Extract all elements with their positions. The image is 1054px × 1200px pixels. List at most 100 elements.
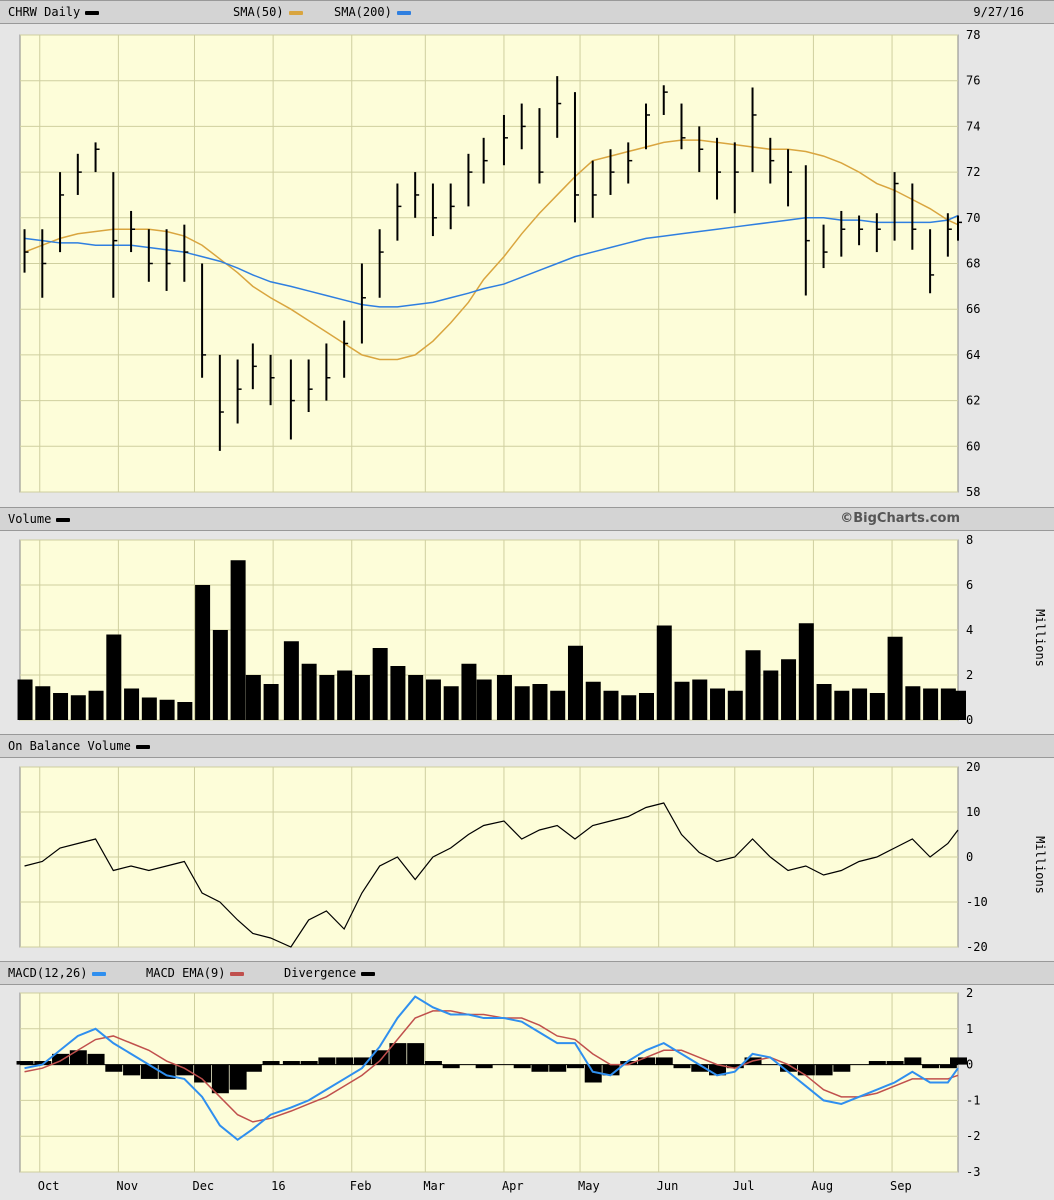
volume-bar [337,670,353,720]
divergence-bar [833,1064,851,1072]
y-tick-label: -20 [966,940,988,954]
divergence-bar [673,1064,691,1069]
y-tick-label: 66 [966,302,980,316]
macd-ema-legend: MACD EMA(9) [146,966,245,980]
volume-bar [141,697,157,720]
volume-bar [603,690,619,720]
divergence-bar [691,1064,709,1072]
volume-bar [17,679,33,720]
divergence-bar [549,1064,567,1072]
divergence-bar [939,1064,957,1069]
y-tick-label: 6 [966,578,973,592]
y-tick-label: 72 [966,165,980,179]
volume-bar [443,686,459,720]
divergence-bar [194,1064,212,1083]
symbol-legend: CHRW Daily [8,5,100,19]
y-tick-label: 60 [966,439,980,453]
divergence-bar [584,1064,602,1083]
divergence-bar [105,1064,123,1072]
volume-bar [692,679,708,720]
volume-bar [408,675,424,720]
volume-bar [159,699,175,720]
volume-bar [354,675,370,720]
symbol-label: CHRW Daily [8,5,81,19]
volume-bar [781,659,797,720]
divergence-bar [815,1064,833,1076]
plot-area-macd-12-26- [19,992,959,1173]
volume-bar [390,666,406,720]
y-tick-label: 0 [966,850,973,864]
y-tick-label: 62 [966,394,980,408]
volume-bar [496,675,512,720]
y-tick-label: 74 [966,119,980,133]
x-tick-label: Dec [192,1179,214,1193]
divergence-bar [442,1064,460,1069]
volume-label: Volume [8,512,52,526]
volume-bar [834,690,850,720]
volume-bar [869,693,885,720]
x-tick-label: Feb [350,1179,372,1193]
divergence-bar [336,1057,354,1065]
y-axis-unit-label: Millions [1033,609,1047,667]
volume-bar [53,693,69,720]
price-swatch [85,10,100,15]
y-tick-label: -10 [966,895,988,909]
volume-bar [212,630,228,720]
x-tick-label: Sep [890,1179,912,1193]
volume-bar [177,702,193,720]
divergence-bar [34,1061,52,1065]
volume-bar [550,690,566,720]
volume-bar [372,648,388,720]
volume-swatch [56,517,71,522]
macd-legend: MACD(12,26) [8,966,107,980]
divergence-bar [886,1061,904,1065]
volume-bar [852,688,868,720]
sma50-label: SMA(50) [233,5,284,19]
x-tick-label: May [578,1179,600,1193]
macd-swatch [92,971,107,976]
divergence-bar [69,1050,87,1065]
divergence-bar [620,1061,638,1065]
y-tick-label: 0 [966,713,973,727]
volume-bar [124,688,140,720]
volume-bar [816,684,832,720]
macd-ema-label: MACD EMA(9) [146,966,226,980]
divergence-bar [709,1064,727,1076]
macd-ema-swatch [230,971,245,976]
y-tick-label: 0 [966,1058,973,1072]
divergence-bar [566,1064,584,1069]
volume-bar [245,675,261,720]
divergence-bar [797,1064,815,1076]
price-panel-header: CHRW Daily SMA(50) SMA(200) 9/27/16 [0,0,1054,24]
volume-bar [195,585,211,720]
sma200-swatch [396,10,411,15]
sma200-label: SMA(200) [334,5,392,19]
x-tick-label: 16 [271,1179,285,1193]
copyright: ©BigCharts.com [840,511,960,526]
volume-bar [532,684,548,720]
y-tick-label: 4 [966,623,973,637]
obv-swatch [135,744,150,749]
volume-bar [514,686,530,720]
volume-bar [283,641,299,720]
y-tick-label: 76 [966,74,980,88]
volume-bar [639,693,654,720]
divergence-bar [389,1043,407,1065]
y-axis-unit-label: Millions [1033,836,1047,894]
divergence-bar [353,1057,371,1065]
obv-panel-header: On Balance Volume [0,734,1054,758]
divergence-bar [229,1064,247,1090]
x-tick-label: Apr [502,1179,524,1193]
divergence-bar [140,1064,158,1079]
divergence-bar [300,1061,318,1065]
volume-bar [745,650,761,720]
volume-bar [585,681,601,720]
divergence-bar [868,1061,886,1065]
volume-bar [674,681,690,720]
divergence-bar [475,1064,493,1069]
volume-bar [923,688,939,720]
macd-line [24,995,959,1142]
volume-bar [263,684,279,720]
sma50-line [24,139,959,361]
